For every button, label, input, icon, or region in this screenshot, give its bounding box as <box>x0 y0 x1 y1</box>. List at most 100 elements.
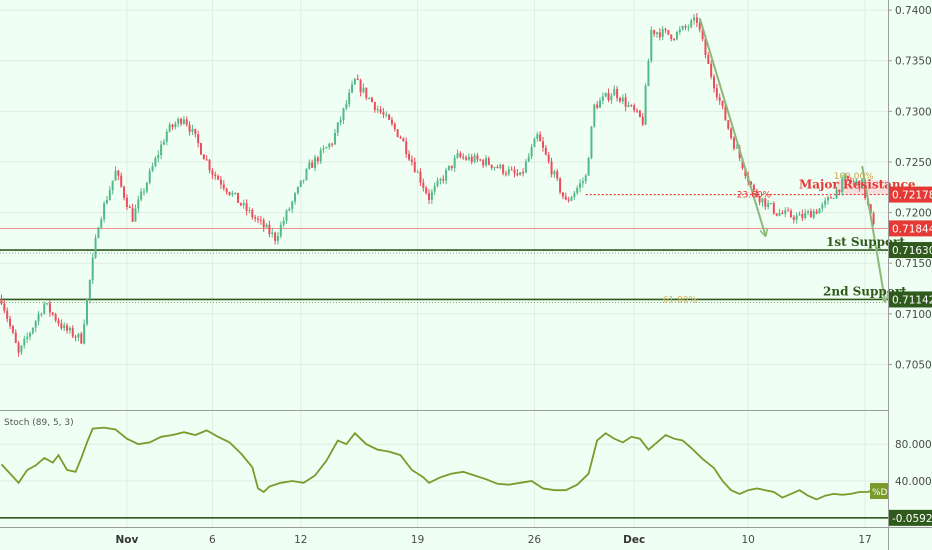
candle-body <box>194 128 197 135</box>
candle-body <box>587 158 590 176</box>
candle-body <box>408 153 411 160</box>
candle-body <box>596 104 599 108</box>
candle-body <box>807 211 810 213</box>
candle-body <box>616 89 619 99</box>
candle-body <box>419 171 422 183</box>
candle-body <box>0 298 3 304</box>
candle-body <box>770 203 772 205</box>
candle-body <box>80 333 83 344</box>
candle-body <box>51 312 54 315</box>
candle-body <box>764 198 767 207</box>
candle-body <box>755 190 758 197</box>
price-tag-bg <box>889 186 932 203</box>
candle-body <box>399 137 402 139</box>
candle-body <box>539 134 542 142</box>
candle-body <box>262 220 265 228</box>
candle-body <box>351 84 354 93</box>
candle-body <box>214 174 217 177</box>
candle-body <box>311 162 314 168</box>
candle-body <box>838 189 841 193</box>
candle-body <box>869 204 872 214</box>
candle-body <box>690 20 693 27</box>
candle-body <box>653 29 656 34</box>
candle-body <box>752 184 755 191</box>
candle-body <box>627 105 630 107</box>
stoch-badge-text: %D <box>872 488 888 498</box>
time-axis[interactable]: Nov 6 12 19 26 Dec 10 17 <box>115 534 871 546</box>
candle-body <box>721 100 724 106</box>
candle-body <box>704 39 707 56</box>
candle-body <box>14 332 17 343</box>
candle-body <box>664 28 667 31</box>
candle-body <box>675 31 678 40</box>
candle-body <box>467 156 470 160</box>
candle-body <box>601 96 604 101</box>
candle-body <box>37 314 40 322</box>
candle-body <box>117 170 120 176</box>
candle-body <box>824 200 827 205</box>
candle-body <box>647 60 650 87</box>
candle-body <box>20 345 23 353</box>
candle-body <box>322 148 325 150</box>
candle-body <box>402 138 405 142</box>
candle-body <box>670 34 673 39</box>
candle-body <box>636 110 639 112</box>
grid-lines <box>0 0 888 527</box>
fib-label-100: 100.00% <box>834 172 874 182</box>
candle-body <box>151 166 154 171</box>
candle-body <box>288 209 291 211</box>
candle-body <box>188 124 191 132</box>
candle-body <box>522 172 525 174</box>
candle-body <box>564 196 567 200</box>
candle-body <box>279 224 282 237</box>
candle-body <box>222 184 225 189</box>
candle-body <box>17 342 20 353</box>
candle-body <box>593 104 596 127</box>
candle-body <box>57 320 60 324</box>
price-tick-label: 0.70500 <box>895 359 932 371</box>
candle-body <box>547 154 550 162</box>
stoch-tick-label: 80.0000 <box>895 439 932 451</box>
candle-body <box>120 175 123 187</box>
candle-body <box>202 154 205 160</box>
candle-body <box>305 168 308 180</box>
candle-body <box>185 119 188 125</box>
candle-body <box>86 298 88 325</box>
candle-body <box>607 93 610 101</box>
candle-body <box>473 155 476 162</box>
candle-body <box>861 179 864 189</box>
candle-body <box>584 175 587 182</box>
candle-body <box>285 210 288 221</box>
candlesticks <box>0 12 875 357</box>
price-tag-bg <box>889 220 932 237</box>
time-tick-label: 19 <box>411 534 424 546</box>
candle-body <box>439 179 442 181</box>
candle-body <box>302 179 305 181</box>
candle-body <box>66 325 69 331</box>
candle-body <box>553 171 556 175</box>
candle-body <box>695 17 698 23</box>
candle-body <box>798 214 801 216</box>
candle-body <box>453 157 456 169</box>
candle-body <box>644 86 647 125</box>
candle-body <box>46 303 49 305</box>
stoch-title[interactable]: Stoch (89, 5, 3) <box>4 418 74 428</box>
candle-body <box>710 63 713 77</box>
candle-body <box>205 159 208 161</box>
candle-body <box>801 214 804 218</box>
stoch-line <box>0 426 886 501</box>
candle-body <box>234 192 237 194</box>
stoch-badge <box>870 483 888 500</box>
candle-body <box>276 236 279 241</box>
level-label: Major Resistance <box>799 178 916 192</box>
candle-body <box>561 192 564 197</box>
candle-body <box>74 336 77 338</box>
candle-body <box>536 134 539 139</box>
candle-body <box>821 204 824 209</box>
candle-body <box>365 87 368 98</box>
level-label: 2nd Support <box>823 284 907 298</box>
candle-body <box>852 181 855 183</box>
candle-body <box>331 143 334 145</box>
